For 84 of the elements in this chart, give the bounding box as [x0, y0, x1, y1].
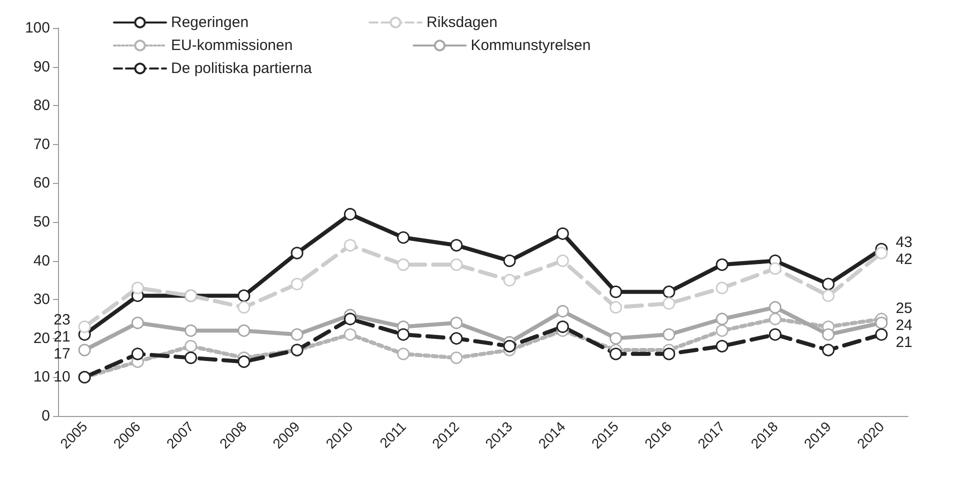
- point: [344, 328, 356, 341]
- point: [131, 348, 144, 360]
- point: [503, 340, 516, 352]
- point: [503, 254, 516, 268]
- point: [131, 316, 144, 330]
- point: [78, 320, 91, 334]
- point: [610, 332, 622, 345]
- point: [875, 316, 888, 330]
- point: [131, 282, 144, 294]
- point: [397, 348, 410, 360]
- legend-label: Riksdagen: [426, 14, 498, 31]
- point: [556, 227, 569, 240]
- point: [556, 320, 569, 334]
- legend-label: EU-kommissionen: [171, 37, 293, 54]
- point: [610, 348, 622, 360]
- point: [822, 278, 835, 290]
- y-tick-label: 30: [33, 291, 50, 308]
- point: [397, 328, 410, 341]
- y-tick-label: 60: [33, 174, 50, 192]
- point: [662, 297, 676, 310]
- data-label: 10: [54, 368, 70, 386]
- legend-label: Regeringen: [171, 14, 249, 31]
- point: [238, 355, 250, 368]
- y-tick-label: 90: [33, 58, 50, 76]
- y-tick-label: 100: [24, 20, 50, 36]
- point: [716, 340, 728, 352]
- point: [822, 289, 835, 302]
- data-label: 21: [54, 328, 70, 346]
- point: [397, 258, 410, 271]
- point: [450, 316, 463, 330]
- point: [768, 312, 782, 326]
- point: [822, 328, 835, 341]
- point: [716, 258, 728, 271]
- point: [238, 289, 250, 302]
- point: [184, 324, 198, 337]
- point: [290, 278, 304, 290]
- y-tick-label: 20: [33, 330, 50, 347]
- data-label: 17: [54, 346, 70, 363]
- point: [397, 231, 410, 244]
- point: [610, 301, 622, 314]
- point: [450, 258, 463, 271]
- point: [556, 254, 569, 268]
- point: [662, 348, 676, 360]
- point: [875, 246, 888, 260]
- point: [768, 301, 782, 314]
- point: [290, 246, 304, 260]
- data-label: 25: [896, 300, 912, 317]
- point: [875, 328, 888, 341]
- point: [344, 312, 356, 326]
- y-tick-label: 0: [42, 408, 50, 424]
- legend-label: Kommunstyrelsen: [470, 37, 591, 54]
- point: [716, 312, 728, 326]
- y-tick-label: 80: [33, 97, 50, 114]
- point: [78, 344, 91, 356]
- point: [184, 352, 198, 364]
- point: [662, 286, 676, 298]
- point: [344, 239, 356, 252]
- point: [662, 328, 676, 341]
- point: [716, 324, 728, 337]
- data-label: 42: [896, 251, 912, 268]
- data-label: 24: [896, 316, 912, 334]
- point: [238, 324, 250, 337]
- point: [450, 352, 463, 364]
- point: [503, 274, 516, 286]
- point: [768, 262, 782, 275]
- y-tick-label: 40: [33, 252, 50, 270]
- point: [610, 286, 622, 298]
- y-tick-label: 10: [33, 368, 50, 386]
- point: [290, 328, 304, 341]
- data-label: 21: [896, 334, 912, 351]
- legend-label: De politiska partierna: [171, 60, 313, 77]
- point: [184, 340, 198, 352]
- point: [822, 344, 835, 356]
- point: [450, 332, 463, 345]
- point: [344, 208, 356, 220]
- point: [238, 301, 250, 314]
- point: [556, 304, 569, 318]
- y-tick-label: 70: [33, 136, 50, 153]
- data-label: 43: [896, 234, 912, 252]
- point: [716, 282, 728, 294]
- y-tick-label: 50: [33, 214, 50, 230]
- point: [768, 328, 782, 341]
- data-label: 23: [54, 312, 70, 329]
- point: [450, 239, 463, 252]
